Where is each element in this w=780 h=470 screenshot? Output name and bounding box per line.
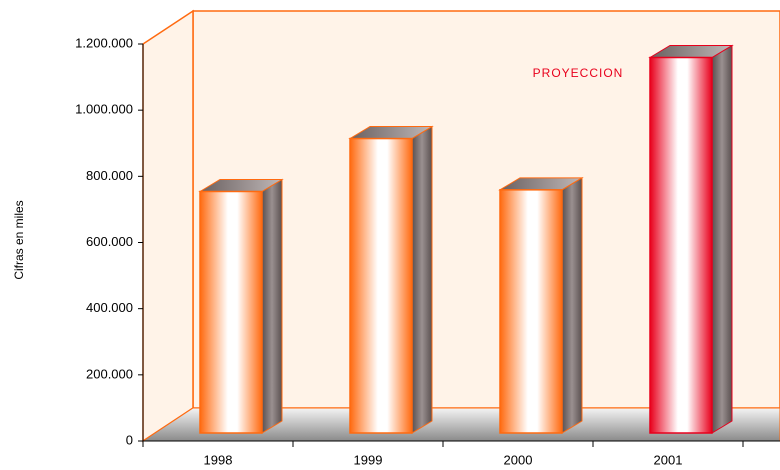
y-tick-label: 0 bbox=[126, 432, 133, 447]
bar-side bbox=[711, 44, 733, 434]
x-tick-label: 1998 bbox=[204, 452, 233, 467]
bar bbox=[349, 137, 413, 434]
x-tick-label: 1999 bbox=[354, 452, 383, 467]
annotation: PROYECCION bbox=[533, 66, 624, 80]
y-tick-label: 200.000 bbox=[86, 366, 133, 381]
side-wall bbox=[142, 9, 194, 443]
bar-side bbox=[561, 176, 583, 434]
y-axis-label: Cifras en miles bbox=[12, 200, 26, 279]
y-tick-label: 1.200.000 bbox=[75, 35, 133, 50]
bar bbox=[499, 189, 563, 434]
bar-side bbox=[261, 178, 283, 434]
x-tick-label: 2000 bbox=[504, 452, 533, 467]
y-tick-label: 400.000 bbox=[86, 300, 133, 315]
x-tick-label: 2001 bbox=[654, 452, 683, 467]
y-tick-label: 800.000 bbox=[86, 168, 133, 183]
x-ticks bbox=[142, 441, 744, 447]
y-tick-label: 1.000.000 bbox=[75, 102, 133, 117]
bar bbox=[199, 190, 263, 434]
bar-side bbox=[411, 125, 433, 434]
y-tick-label: 600.000 bbox=[86, 234, 133, 249]
bar bbox=[649, 56, 713, 434]
